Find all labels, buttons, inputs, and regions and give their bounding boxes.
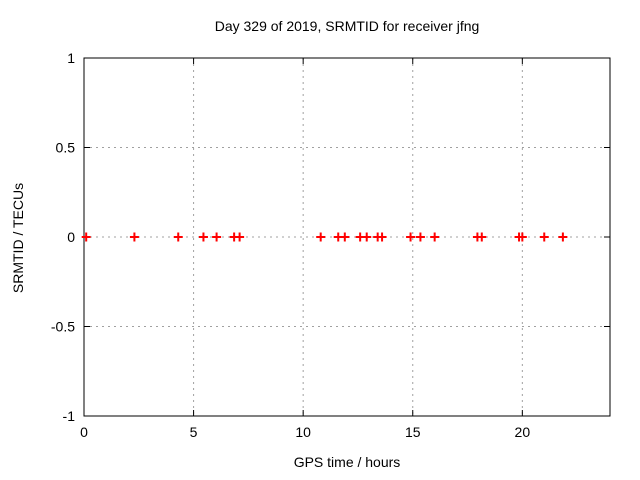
data-point-marker <box>173 232 183 242</box>
x-tick-label: 15 <box>405 424 421 440</box>
data-point-marker <box>362 232 372 242</box>
y-tick-label: 1 <box>67 50 75 66</box>
chart-title: Day 329 of 2019, SRMTID for receiver jfn… <box>214 18 480 34</box>
data-point-marker <box>558 232 568 242</box>
data-point-marker <box>406 232 416 242</box>
data-point-marker <box>235 232 245 242</box>
data-point-marker <box>212 232 222 242</box>
data-point-marker <box>129 232 139 242</box>
data-point-marker <box>340 232 350 242</box>
data-point-marker <box>198 232 208 242</box>
data-point-marker <box>430 232 440 242</box>
y-tick-label: -0.5 <box>51 319 75 335</box>
y-tick-label: 0.5 <box>56 140 76 156</box>
data-point-marker <box>377 232 387 242</box>
x-tick-label: 0 <box>80 424 88 440</box>
data-point-marker <box>81 232 91 242</box>
x-tick-label: 20 <box>515 424 531 440</box>
data-point-marker <box>517 232 527 242</box>
data-point-marker <box>415 232 425 242</box>
data-point-marker <box>316 232 326 242</box>
data-point-marker <box>539 232 549 242</box>
data-point-marker <box>477 232 487 242</box>
x-axis-label: GPS time / hours <box>293 454 401 470</box>
x-tick-label: 10 <box>295 424 311 440</box>
y-tick-label: 0 <box>67 229 75 245</box>
x-tick-label: 5 <box>190 424 198 440</box>
y-tick-label: -1 <box>63 408 76 424</box>
